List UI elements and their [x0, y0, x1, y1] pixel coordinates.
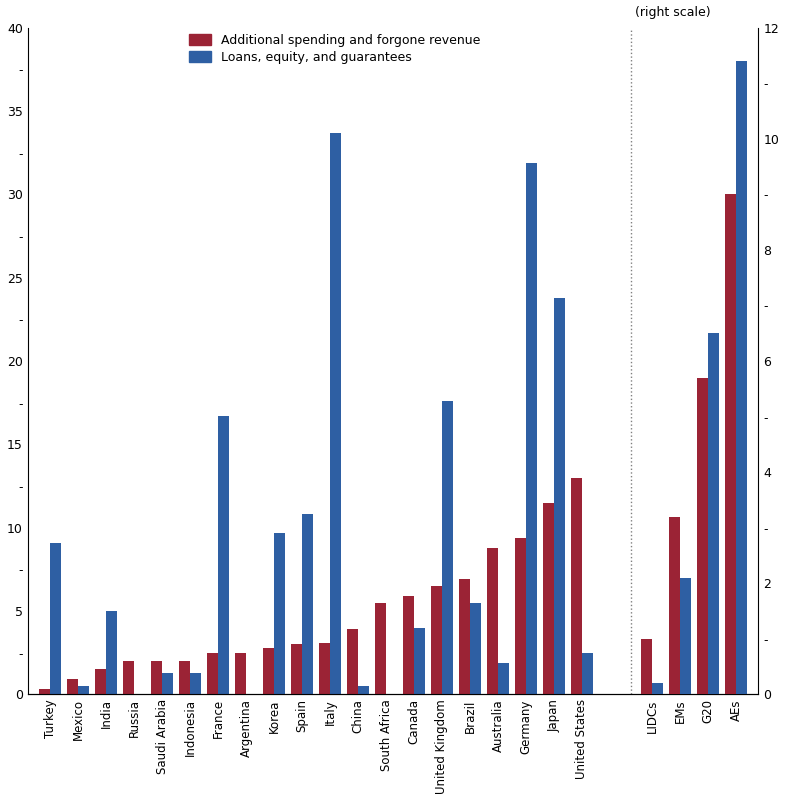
Text: (right scale): (right scale) — [635, 6, 711, 19]
Bar — [50, 543, 61, 694]
Bar — [292, 645, 302, 694]
Bar — [274, 533, 285, 694]
Bar — [442, 401, 453, 694]
Bar — [516, 537, 526, 694]
Bar — [414, 628, 424, 694]
Bar — [162, 673, 173, 694]
Bar — [680, 578, 691, 694]
Bar — [736, 61, 747, 694]
Bar — [68, 679, 78, 694]
Bar — [459, 579, 470, 694]
Bar — [319, 642, 330, 694]
Bar — [432, 586, 442, 694]
Bar — [330, 133, 340, 694]
Bar — [358, 686, 369, 694]
Bar — [106, 611, 116, 694]
Bar — [218, 416, 229, 694]
Bar — [652, 683, 663, 694]
Bar — [302, 514, 313, 694]
Bar — [582, 653, 593, 694]
Bar — [498, 662, 509, 694]
Bar — [190, 673, 200, 694]
Bar — [708, 333, 718, 694]
Bar — [376, 603, 386, 694]
Bar — [208, 653, 218, 694]
Bar — [235, 653, 246, 694]
Bar — [347, 630, 358, 694]
Legend: Additional spending and forgone revenue, Loans, equity, and guarantees: Additional spending and forgone revenue,… — [189, 34, 480, 63]
Bar — [263, 648, 274, 694]
Bar — [152, 661, 162, 694]
Bar — [641, 639, 652, 694]
Bar — [123, 661, 134, 694]
Bar — [526, 163, 537, 694]
Bar — [670, 517, 680, 694]
Bar — [697, 378, 708, 694]
Bar — [179, 661, 190, 694]
Bar — [95, 670, 106, 694]
Bar — [571, 477, 582, 694]
Bar — [543, 503, 554, 694]
Bar — [78, 686, 89, 694]
Bar — [554, 298, 564, 694]
Bar — [39, 690, 50, 694]
Bar — [403, 596, 414, 694]
Bar — [725, 195, 736, 694]
Bar — [470, 603, 480, 694]
Bar — [487, 548, 498, 694]
